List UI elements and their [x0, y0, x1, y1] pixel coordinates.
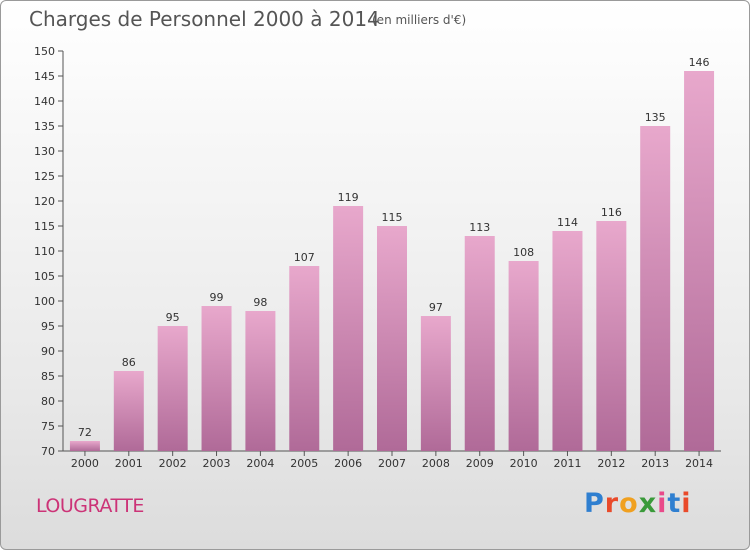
- y-tick-label: 95: [41, 320, 55, 333]
- data-label: 107: [294, 251, 315, 264]
- y-tick-label: 130: [34, 145, 55, 158]
- bar: [420, 316, 451, 451]
- x-tick-label: 2008: [422, 457, 450, 470]
- bar: [333, 206, 364, 451]
- x-tick-label: 2007: [378, 457, 406, 470]
- data-label: 113: [469, 221, 490, 234]
- x-tick-label: 2010: [510, 457, 538, 470]
- y-tick-label: 125: [34, 170, 55, 183]
- x-tick-label: 2002: [159, 457, 187, 470]
- y-tick-label: 115: [34, 220, 55, 233]
- data-label: 95: [166, 311, 180, 324]
- data-label: 99: [210, 291, 224, 304]
- x-tick-label: 2004: [246, 457, 274, 470]
- bar: [69, 441, 100, 451]
- bar: [684, 71, 715, 451]
- y-tick-label: 90: [41, 345, 55, 358]
- y-tick-label: 120: [34, 195, 55, 208]
- y-tick-label: 70: [41, 445, 55, 458]
- x-tick-label: 2000: [71, 457, 99, 470]
- commune-name: LOUGRATTE: [36, 495, 144, 517]
- chart-title: Charges de Personnel 2000 à 2014: [29, 7, 380, 31]
- bar: [113, 371, 144, 451]
- proxiti-logo[interactable]: Proxiti: [584, 488, 692, 519]
- y-tick-label: 140: [34, 95, 55, 108]
- bar: [201, 306, 232, 451]
- chart-axes: 70 75 80 85 90 95 100 105 110 115 120 125 130 135 140 1…: [34, 45, 721, 458]
- x-tick-label: 2011: [553, 457, 581, 470]
- x-tick-label: 2009: [466, 457, 494, 470]
- bar: [245, 311, 276, 451]
- x-tick-label: 2005: [290, 457, 318, 470]
- x-tick-label: 2003: [203, 457, 231, 470]
- data-label: 97: [429, 301, 443, 314]
- chart-bars: [69, 71, 715, 451]
- y-tick-label: 145: [34, 70, 55, 83]
- x-tick-label: 2006: [334, 457, 362, 470]
- y-tick-label: 75: [41, 420, 55, 433]
- data-label: 72: [78, 426, 92, 439]
- bar: [508, 261, 539, 451]
- y-tick-label: 150: [34, 45, 55, 58]
- y-tick-label: 105: [34, 270, 55, 283]
- y-tick-label: 135: [34, 120, 55, 133]
- data-label: 115: [382, 211, 403, 224]
- chart-labels: 2000 72 2001 86 2002 95 2003 99 2004 98 2005 107 200…: [71, 56, 713, 470]
- chart-subtitle: (en milliers d'€): [372, 13, 467, 27]
- bar: [464, 236, 495, 451]
- bar: [289, 266, 320, 451]
- y-tick-label: 80: [41, 395, 55, 408]
- x-tick-label: 2012: [597, 457, 625, 470]
- data-label: 114: [557, 216, 578, 229]
- data-label: 108: [513, 246, 534, 259]
- bar: [640, 126, 671, 451]
- data-label: 86: [122, 356, 136, 369]
- y-tick-label: 100: [34, 295, 55, 308]
- bar: [377, 226, 407, 451]
- bar: [552, 231, 583, 451]
- y-tick-label: 110: [34, 245, 55, 258]
- bar: [157, 326, 188, 451]
- data-label: 135: [645, 111, 666, 124]
- data-label: 146: [689, 56, 710, 69]
- data-label: 116: [601, 206, 622, 219]
- data-label: 98: [253, 296, 267, 309]
- x-tick-label: 2013: [641, 457, 669, 470]
- bar: [596, 221, 627, 451]
- x-tick-label: 2014: [685, 457, 713, 470]
- y-tick-label: 85: [41, 370, 55, 383]
- x-tick-label: 2001: [115, 457, 143, 470]
- data-label: 119: [338, 191, 359, 204]
